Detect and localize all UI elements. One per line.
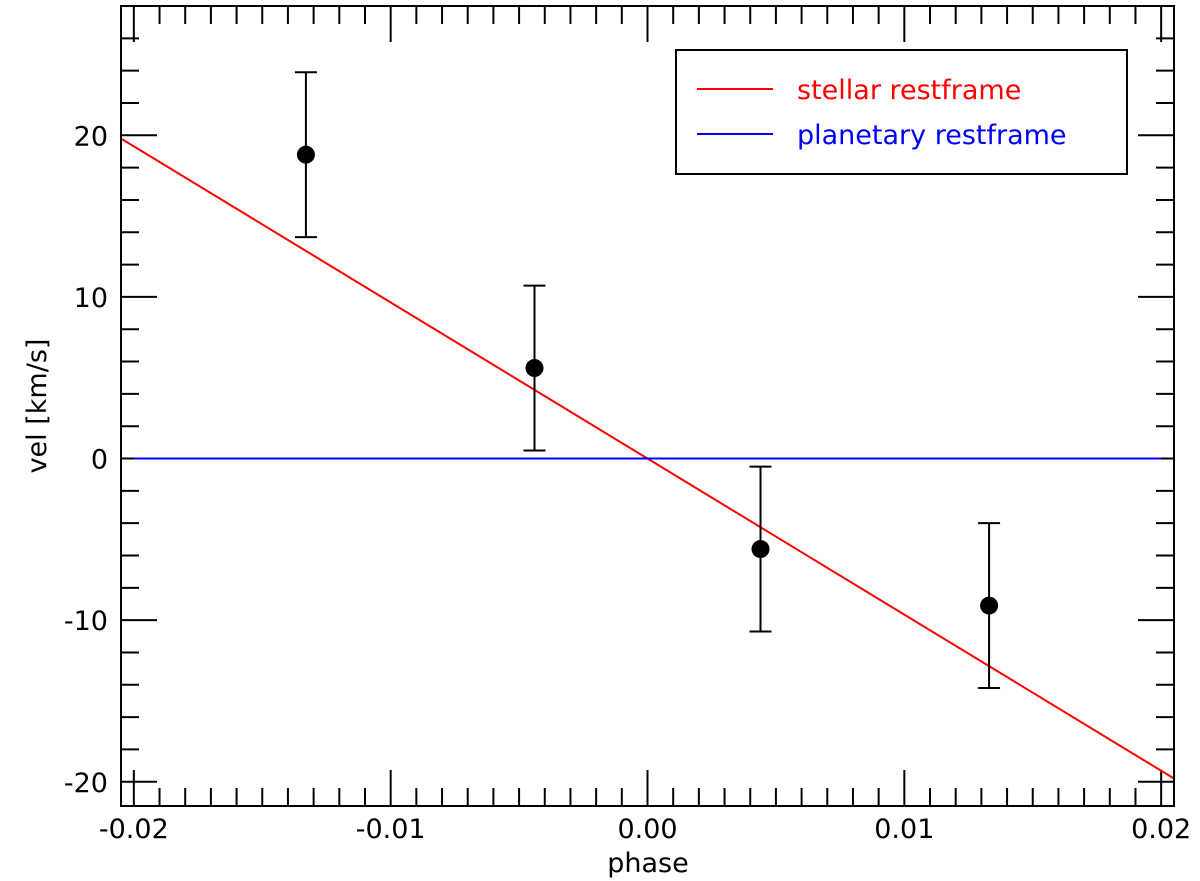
plot-frame xyxy=(120,5,1175,807)
data-point xyxy=(525,359,544,378)
data-point xyxy=(296,145,315,164)
legend-label-planetary-restframe: planetary restframe xyxy=(797,120,1067,151)
x-tick-label: 0.01 xyxy=(874,814,934,845)
legend-box xyxy=(675,49,1128,175)
y-axis-title: vel [km/s] xyxy=(22,339,53,474)
x-tick-label: 0.02 xyxy=(1131,814,1191,845)
labels-layer: -0.02 -0.01 0.00 0.01 0.02 -20 -10 0 10 20 xyxy=(64,121,1191,845)
ticks-layer xyxy=(121,6,1174,806)
x-axis-title: phase xyxy=(607,848,688,879)
lines-layer xyxy=(120,137,1175,780)
x-tick-label: 0.00 xyxy=(617,814,677,845)
legend-label-stellar-restframe: stellar restframe xyxy=(797,75,1021,106)
y-tick-label: 10 xyxy=(74,283,108,314)
points-layer xyxy=(294,71,1001,690)
data-point xyxy=(751,540,770,559)
y-tick-label: 0 xyxy=(91,445,108,476)
x-tick-label: -0.02 xyxy=(99,814,169,845)
y-tick-label: 20 xyxy=(74,121,108,152)
data-point xyxy=(980,596,999,615)
legend: stellar restframe planetary restframe xyxy=(675,49,1128,175)
x-tick-label: -0.01 xyxy=(356,814,426,845)
y-tick-label: -10 xyxy=(64,606,108,637)
y-tick-label: -20 xyxy=(64,768,108,799)
